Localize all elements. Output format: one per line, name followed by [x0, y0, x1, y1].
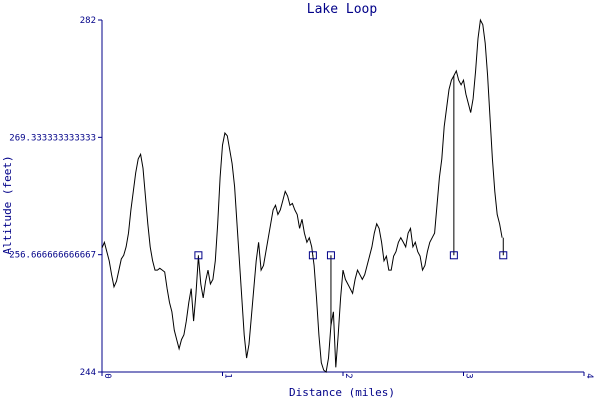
waypoint-marker	[499, 251, 508, 260]
elevation-line	[101, 18, 503, 373]
marker-layer	[194, 75, 508, 326]
y-tick-label: 256.666666666667	[9, 251, 96, 261]
waypoint-marker	[308, 251, 317, 260]
x-ticks: 0 1 2 3 4	[101, 372, 594, 379]
chart-title: Lake Loop	[307, 2, 378, 17]
x-tick-label: 0	[102, 373, 112, 378]
x-tick-label: 2	[343, 373, 353, 378]
y-ticks: 244 256.666666666667 269.333333333333 282	[9, 16, 102, 378]
x-axis-label: Distance (miles)	[289, 386, 395, 399]
waypoint-marker	[449, 251, 458, 260]
waypoint-marker	[194, 251, 203, 260]
y-tick-label: 282	[80, 16, 96, 26]
y-tick-label: 269.333333333333	[9, 133, 96, 143]
series-layer	[101, 18, 503, 373]
y-tick-label: 244	[80, 368, 96, 378]
x-tick-label: 3	[464, 373, 474, 378]
waypoint-marker	[326, 251, 335, 260]
x-tick-label: 4	[584, 373, 594, 378]
x-tick-label: 1	[223, 373, 233, 378]
y-axis-label: Altitude (feet)	[1, 155, 14, 254]
